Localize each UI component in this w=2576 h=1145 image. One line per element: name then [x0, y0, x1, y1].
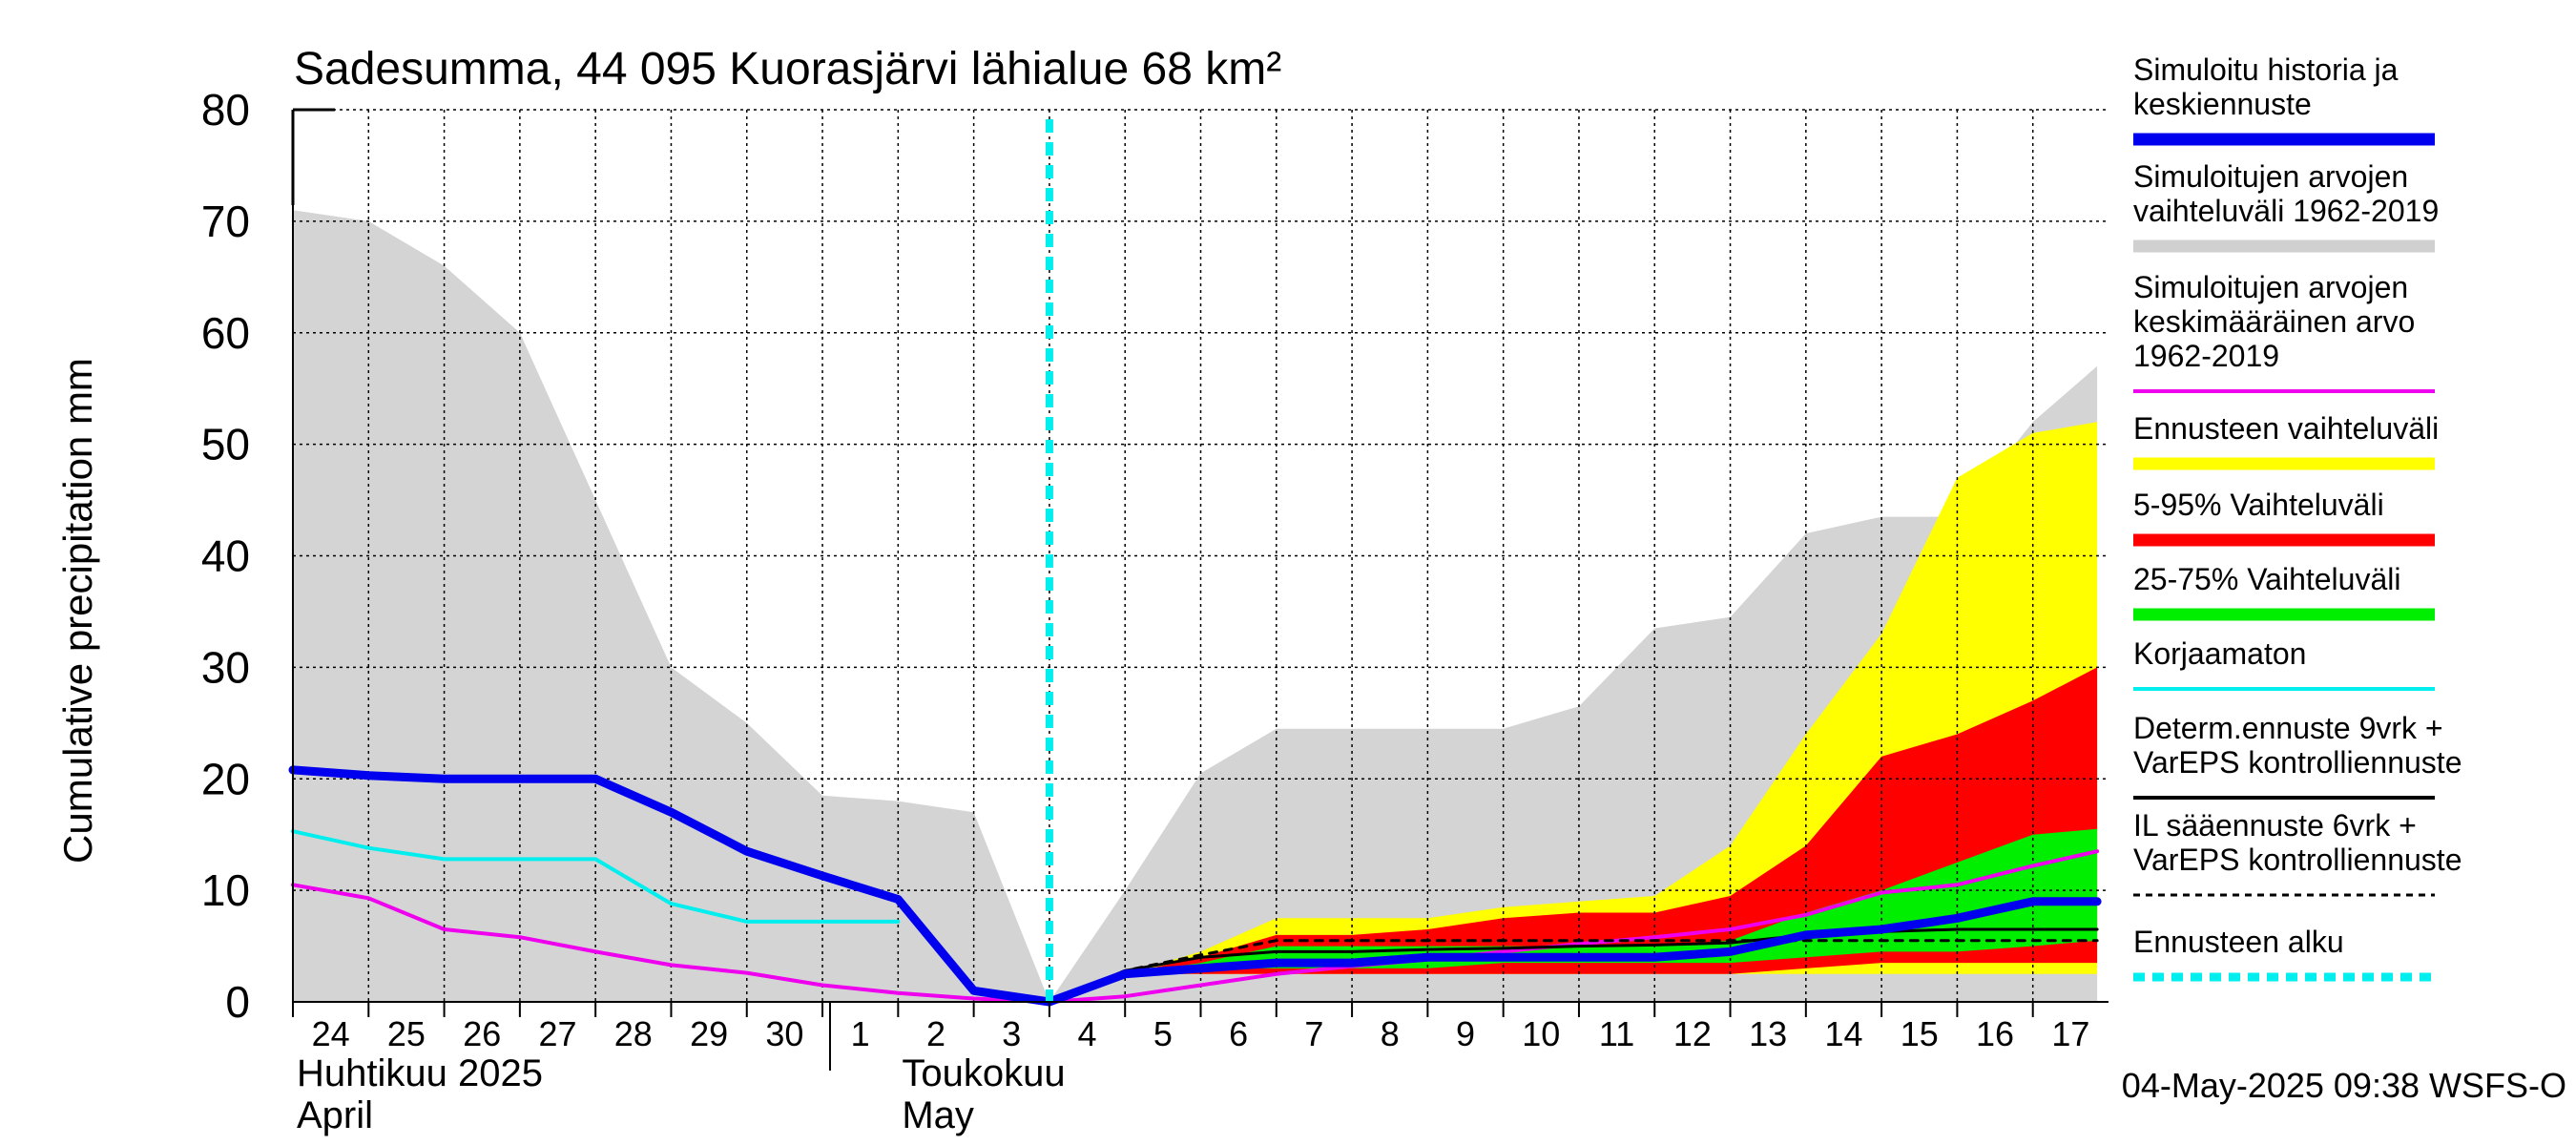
x-tick-label: 1 — [851, 1014, 870, 1053]
legend-label: VarEPS kontrolliennuste — [2133, 843, 2462, 877]
y-tick-label: 60 — [201, 308, 250, 358]
y-axis-label: Cumulative precipitation mm — [55, 358, 100, 864]
month-label: Huhtikuu 2025 — [297, 1052, 543, 1094]
x-tick-label: 7 — [1304, 1014, 1323, 1053]
y-tick-label: 10 — [201, 865, 250, 915]
series-uncorrected-line — [291, 829, 901, 924]
x-tick-label: 16 — [1976, 1014, 2014, 1053]
y-tick-label: 50 — [201, 420, 250, 469]
x-tick-label: 29 — [690, 1014, 728, 1053]
series-mean-line — [291, 849, 2100, 1004]
x-tick-label: 9 — [1456, 1014, 1475, 1053]
x-tick-label: 13 — [1749, 1014, 1787, 1053]
x-tick-label: 12 — [1673, 1014, 1712, 1053]
x-tick-label: 15 — [1901, 1014, 1939, 1053]
y-tick-label: 70 — [201, 197, 250, 246]
series-lines — [288, 119, 2102, 1007]
x-tick-label: 10 — [1522, 1014, 1560, 1053]
legend-label: keskiennuste — [2133, 87, 2312, 121]
x-tick-label: 26 — [463, 1014, 501, 1053]
x-tick-label: 24 — [312, 1014, 350, 1053]
legend-label: VarEPS kontrolliennuste — [2133, 745, 2462, 780]
legend-label: 25-75% Vaihteluväli — [2133, 562, 2400, 596]
footer-timestamp: 04-May-2025 09:38 WSFS-O — [2122, 1066, 2566, 1105]
x-tick-label: 11 — [1599, 1014, 1634, 1053]
month-label: Toukokuu — [902, 1052, 1065, 1094]
x-tick-label: 27 — [538, 1014, 576, 1053]
series-il-line — [1048, 939, 2099, 1004]
y-tick-label: 40 — [201, 531, 250, 581]
legend-label: Korjaamaton — [2133, 636, 2306, 671]
legend-label: 5-95% Vaihteluväli — [2133, 488, 2384, 522]
history-range-area — [293, 210, 2098, 1002]
month-label-english: May — [902, 1094, 974, 1136]
series-simulated-line — [288, 765, 2102, 1007]
x-tick-label: 3 — [1002, 1014, 1021, 1053]
legend-label: 1962-2019 — [2133, 339, 2279, 373]
legend-label: vaihteluväli 1962-2019 — [2133, 194, 2439, 228]
x-tick-label: 14 — [1824, 1014, 1862, 1053]
y-tick-label: 20 — [201, 754, 250, 803]
x-tick-label: 30 — [765, 1014, 803, 1053]
x-tick-label: 28 — [614, 1014, 653, 1053]
y-tick-label: 80 — [201, 85, 250, 135]
x-tick-label: 17 — [2051, 1014, 2089, 1053]
legend-label: Determ.ennuste 9vrk + — [2133, 711, 2443, 745]
y-tick-label: 30 — [201, 642, 250, 692]
x-tick-label: 8 — [1381, 1014, 1400, 1053]
legend-label: Simuloitujen arvojen — [2133, 159, 2408, 194]
legend-label: IL sääennuste 6vrk + — [2133, 808, 2417, 843]
y-tick-label: 0 — [225, 977, 250, 1027]
x-tick-label: 6 — [1229, 1014, 1248, 1053]
legend-label: Ennusteen vaihteluväli — [2133, 411, 2439, 446]
legend-label: keskimääräinen arvo — [2133, 304, 2415, 339]
month-label-english: April — [297, 1094, 373, 1136]
x-tick-label: 25 — [387, 1014, 426, 1053]
legend-label: Ennusteen alku — [2133, 925, 2344, 959]
legend-label: Simuloitu historia ja — [2133, 52, 2399, 87]
x-tick-label: 5 — [1153, 1014, 1173, 1053]
series-determ-line — [1048, 927, 2099, 1004]
chart-title: Sadesumma, 44 095 Kuorasjärvi lähialue 6… — [294, 44, 1281, 94]
x-tick-label: 2 — [926, 1014, 945, 1053]
x-tick-label: 4 — [1078, 1014, 1097, 1053]
legend-label: Simuloitujen arvojen — [2133, 270, 2408, 304]
